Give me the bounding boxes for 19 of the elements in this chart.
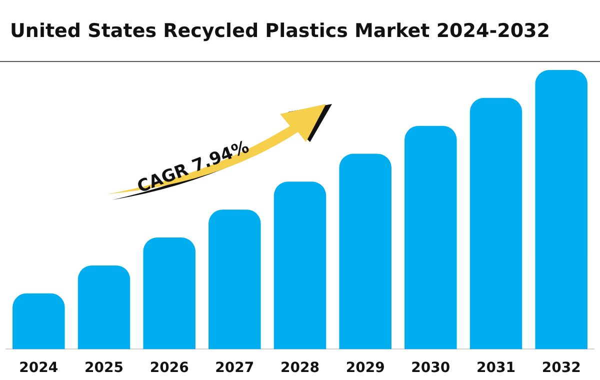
bar — [143, 238, 196, 350]
bar — [404, 126, 457, 350]
x-tick-label: 2029 — [346, 360, 385, 376]
bar — [208, 210, 261, 350]
x-tick-label: 2030 — [411, 360, 450, 376]
bar — [339, 154, 392, 350]
bar — [78, 265, 130, 350]
bar — [470, 98, 522, 350]
x-tick-label: 2025 — [84, 360, 124, 376]
x-tick-label: 2031 — [476, 360, 516, 376]
x-tick-label: 2027 — [215, 360, 254, 376]
bar — [12, 293, 65, 350]
x-tick-label: 2024 — [19, 360, 58, 376]
x-tick-label: 2032 — [542, 360, 581, 376]
bar — [274, 182, 326, 350]
x-tick-label: 2028 — [280, 360, 320, 376]
chart-title: United States Recycled Plastics Market 2024-2032 — [10, 20, 550, 42]
x-tick-label: 2026 — [150, 360, 189, 376]
bar — [535, 70, 588, 350]
